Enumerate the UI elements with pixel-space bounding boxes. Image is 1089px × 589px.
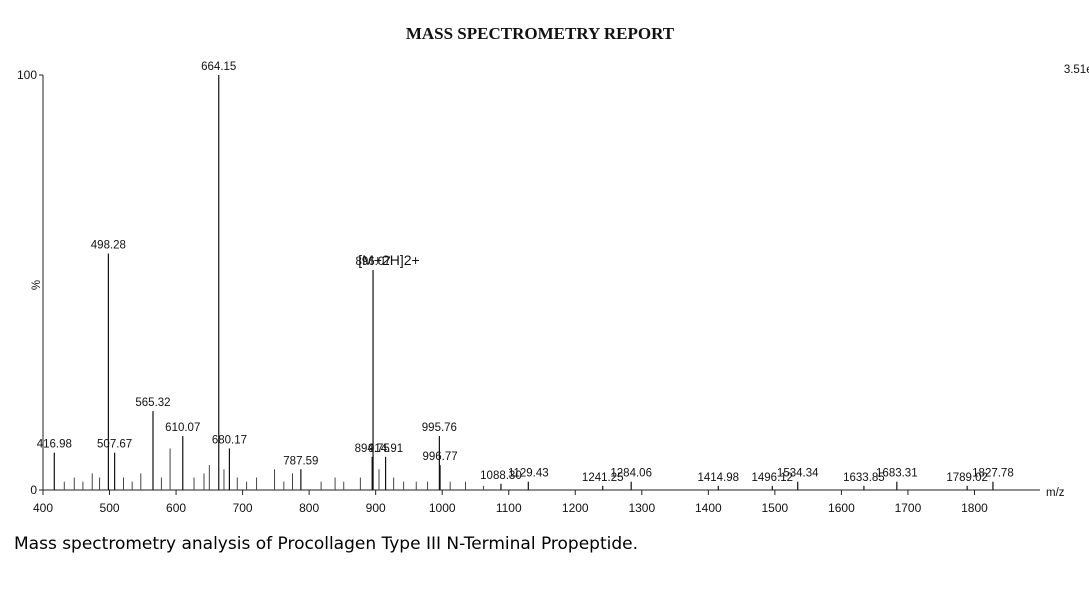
x-tick-label: 1600 [828, 501, 855, 515]
peak-label: 1827.78 [972, 468, 1014, 480]
peak-label: 1284.06 [610, 468, 652, 480]
peak-label: 1414.98 [698, 472, 740, 484]
peak-label: 610.07 [165, 422, 200, 434]
peak-label: 680.17 [212, 435, 247, 447]
noise-peaks [63, 448, 484, 490]
x-tick-label: 1300 [628, 501, 655, 515]
x-tick-label: 500 [100, 501, 120, 515]
charge-state-annotation: [M+2H]2+ [358, 252, 419, 268]
peak-label: 1496.12 [751, 472, 793, 484]
peak-label: 1683.31 [876, 468, 918, 480]
figure-caption: Mass spectrometry analysis of Procollage… [14, 534, 638, 554]
x-tick-label: 1200 [562, 501, 589, 515]
peak-label: 416.98 [37, 439, 72, 451]
x-tick-label: 1100 [496, 501, 522, 515]
intensity-scale: 3.51e6 [1064, 64, 1089, 76]
chart-title: MASS SPECTROMETRY REPORT [406, 24, 675, 43]
peak-label: 1129.43 [508, 468, 549, 480]
y-axis-ticks: 0 100 [17, 68, 43, 497]
peak-label: 1088.30 [480, 470, 522, 482]
x-tick-label: 1800 [961, 501, 988, 515]
mass-spectrum-chart: MASS SPECTROMETRY REPORT 3.51e6 [M+2H]2+… [17, 24, 1089, 515]
peak-label: 1534.34 [777, 468, 819, 480]
y-tick-label: 100 [17, 68, 37, 82]
x-tick-label: 1500 [762, 501, 789, 515]
x-tick-label: 600 [166, 501, 186, 515]
peak-label: 914.91 [368, 443, 403, 455]
labeled-peaks: 416.98 498.28 507.67 565.32 610.07 664.15 680.… [37, 61, 1014, 490]
y-axis-label: % [31, 280, 43, 290]
peak-label: 896.07 [355, 256, 390, 268]
peak-label: 894.75 [355, 443, 390, 455]
x-tick-label: 1400 [695, 501, 722, 515]
y-tick-label: 0 [30, 483, 37, 497]
x-axis-ticks: 400 500 600 700 800 900 1000 1100 1200 1300 1400 15… [33, 490, 988, 515]
peak-label: 507.67 [97, 439, 132, 451]
x-tick-label: 800 [299, 501, 319, 515]
x-tick-label: 700 [233, 501, 253, 515]
peak-label: 1789.02 [946, 472, 988, 484]
peak-label: 995.76 [422, 422, 457, 434]
peak-label: 1633.85 [843, 472, 885, 484]
peak-label: 664.15 [201, 61, 236, 73]
x-axis-label: m/z [1046, 487, 1065, 499]
peak-label: 787.59 [283, 455, 318, 467]
peak-label: 1241.25 [582, 472, 624, 484]
peak-label: 498.28 [91, 239, 126, 251]
x-tick-label: 900 [366, 501, 386, 515]
x-tick-label: 400 [33, 501, 53, 515]
peak-label: 996.77 [422, 451, 457, 463]
peak-label: 565.32 [135, 397, 170, 409]
x-tick-label: 1000 [429, 501, 456, 515]
x-tick-label: 1700 [895, 501, 922, 515]
